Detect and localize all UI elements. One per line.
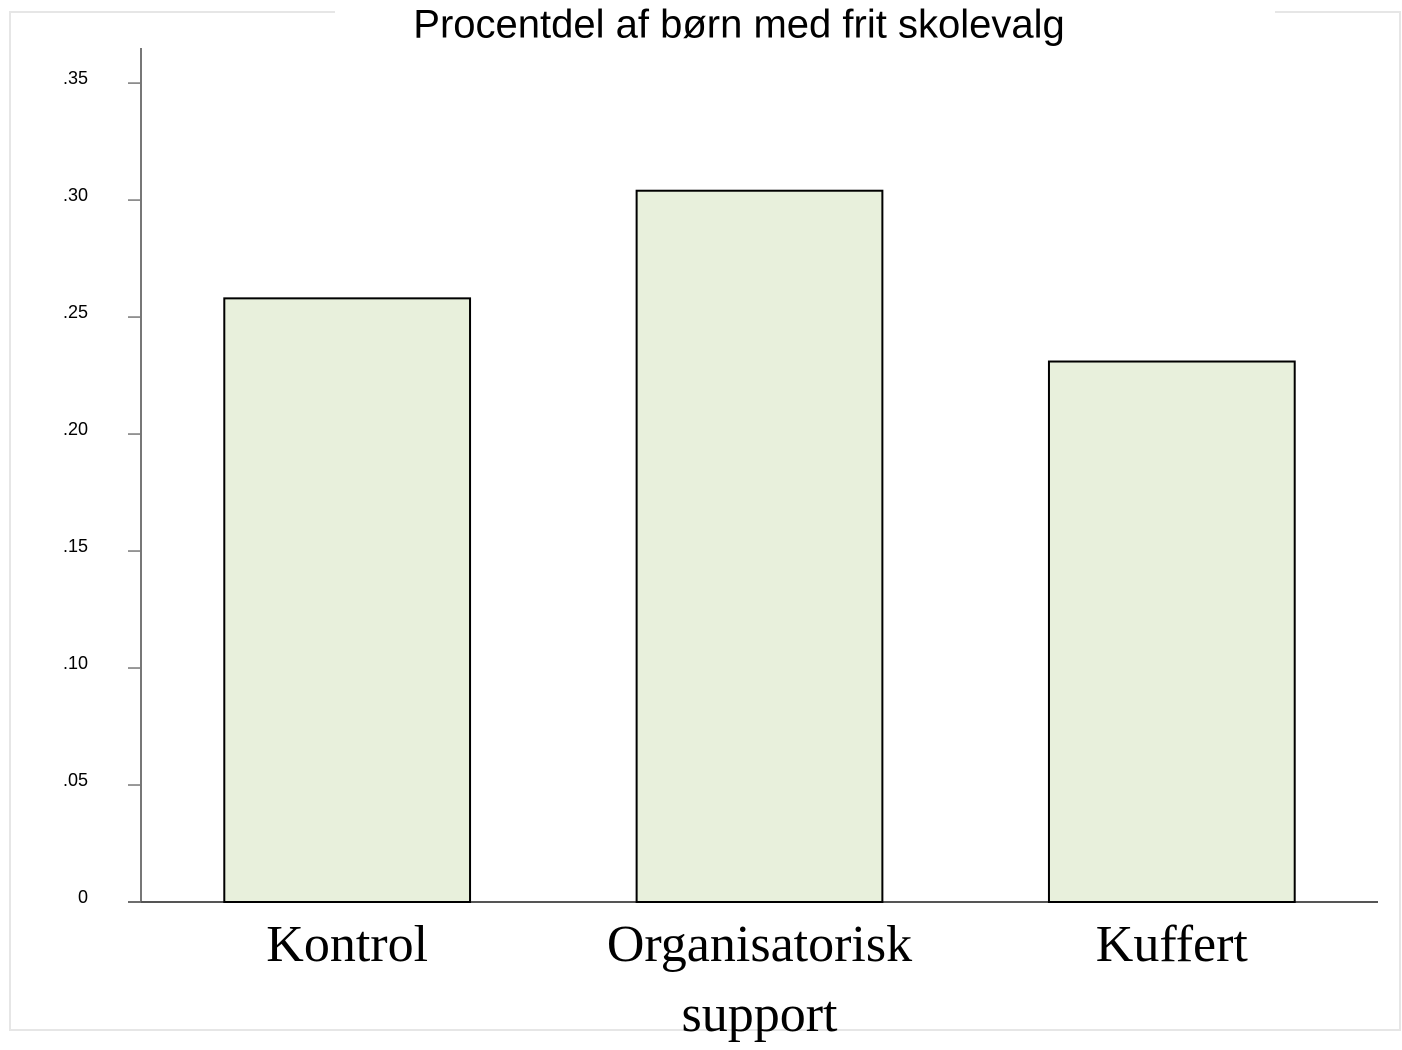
- y-tick-label: .25: [63, 302, 88, 322]
- y-tick-label: 0: [78, 887, 88, 907]
- y-tick-label: .05: [63, 770, 88, 790]
- bar: [1047, 360, 1296, 903]
- y-tick-label: .20: [63, 419, 88, 439]
- y-tick-label: .35: [63, 68, 88, 88]
- bar: [635, 189, 884, 904]
- y-tick-label: .10: [63, 653, 88, 673]
- bar: [223, 297, 472, 903]
- x-tick-label: Kuffert: [1095, 916, 1248, 973]
- chart-title: Procentdel af børn med frit skolevalg: [413, 3, 1064, 47]
- x-tick-label: Organisatorisk support: [606, 916, 913, 1043]
- y-tick-label: .30: [63, 185, 88, 205]
- y-tick-label: .15: [63, 536, 88, 556]
- title-background: [335, 0, 1275, 50]
- x-tick-label: Kontrol: [266, 916, 429, 973]
